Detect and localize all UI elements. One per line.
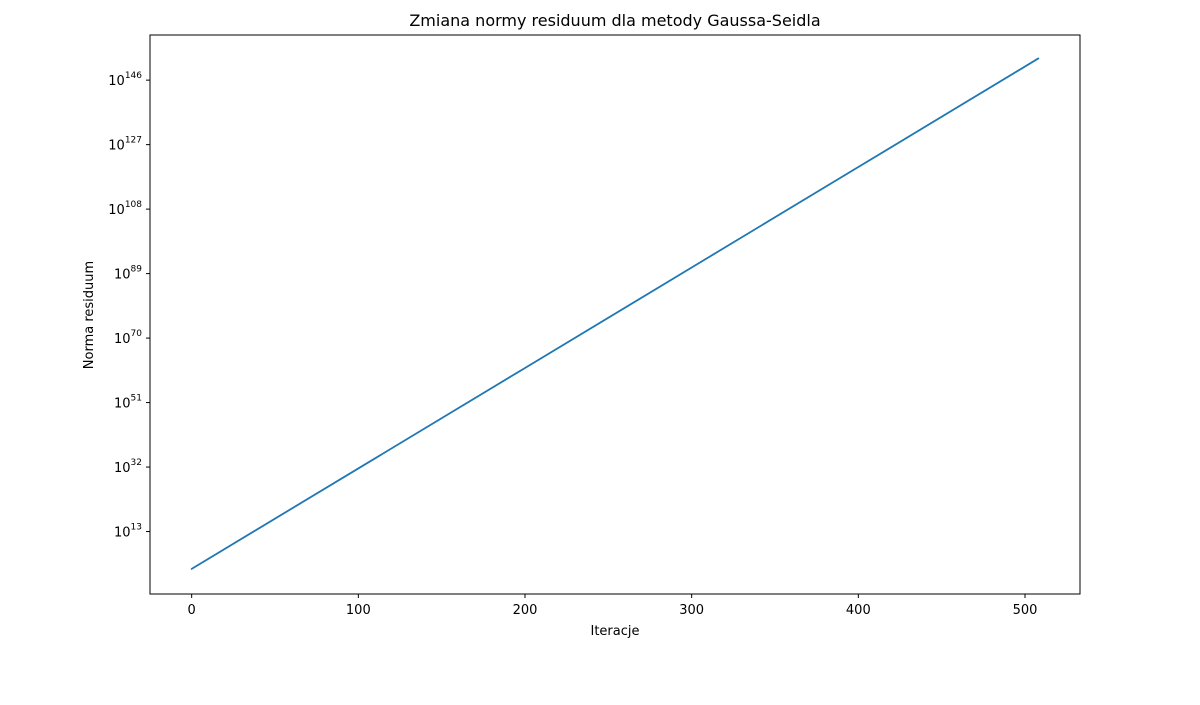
- x-tick-label: 0: [188, 603, 196, 618]
- x-tick-label: 100: [346, 603, 371, 618]
- y-tick-label: 1070: [114, 329, 142, 347]
- y-tick-label: 1051: [114, 394, 142, 412]
- x-tick-label: 400: [846, 603, 871, 618]
- series-layer: [190, 57, 1040, 570]
- y-tick-exponent: 51: [131, 394, 142, 404]
- y-tick-base: 10: [114, 526, 131, 541]
- y-tick-exponent: 13: [131, 523, 142, 533]
- x-tick-label: 300: [679, 603, 704, 618]
- y-tick-label: 10146: [108, 71, 142, 89]
- plot-area-frame: [149, 34, 1081, 595]
- y-tick-exponent: 32: [131, 458, 142, 468]
- x-axis-label: Iteracje: [591, 624, 640, 639]
- x-tick-label: 500: [1013, 603, 1038, 618]
- y-tick-label: 1013: [114, 523, 142, 541]
- y-tick-base: 10: [108, 74, 125, 89]
- y-tick-base: 10: [114, 461, 131, 476]
- y-tick-base: 10: [108, 139, 125, 154]
- x-tick-label: 200: [513, 603, 538, 618]
- y-tick-exponent: 108: [125, 200, 142, 210]
- y-tick-exponent: 146: [125, 71, 142, 81]
- y-tick-label: 1089: [114, 265, 142, 283]
- y-tick-label: 1032: [114, 458, 142, 476]
- y-tick-base: 10: [114, 332, 131, 347]
- chart-title: Zmiana normy residuum dla metody Gaussa-…: [409, 11, 820, 30]
- x-axis: 0 100 200 300 400 500: [188, 594, 1038, 618]
- y-tick-exponent: 89: [131, 265, 143, 275]
- y-tick-exponent: 127: [125, 136, 142, 146]
- y-tick-label: 10108: [108, 200, 142, 218]
- y-tick-base: 10: [108, 203, 125, 218]
- y-tick-label: 10127: [108, 136, 142, 154]
- y-tick-exponent: 70: [131, 329, 143, 339]
- y-tick-base: 10: [114, 268, 131, 283]
- y-tick-base: 10: [114, 397, 131, 412]
- y-axis-label: Norma residuum: [82, 261, 97, 369]
- series-line-0: [190, 57, 1040, 570]
